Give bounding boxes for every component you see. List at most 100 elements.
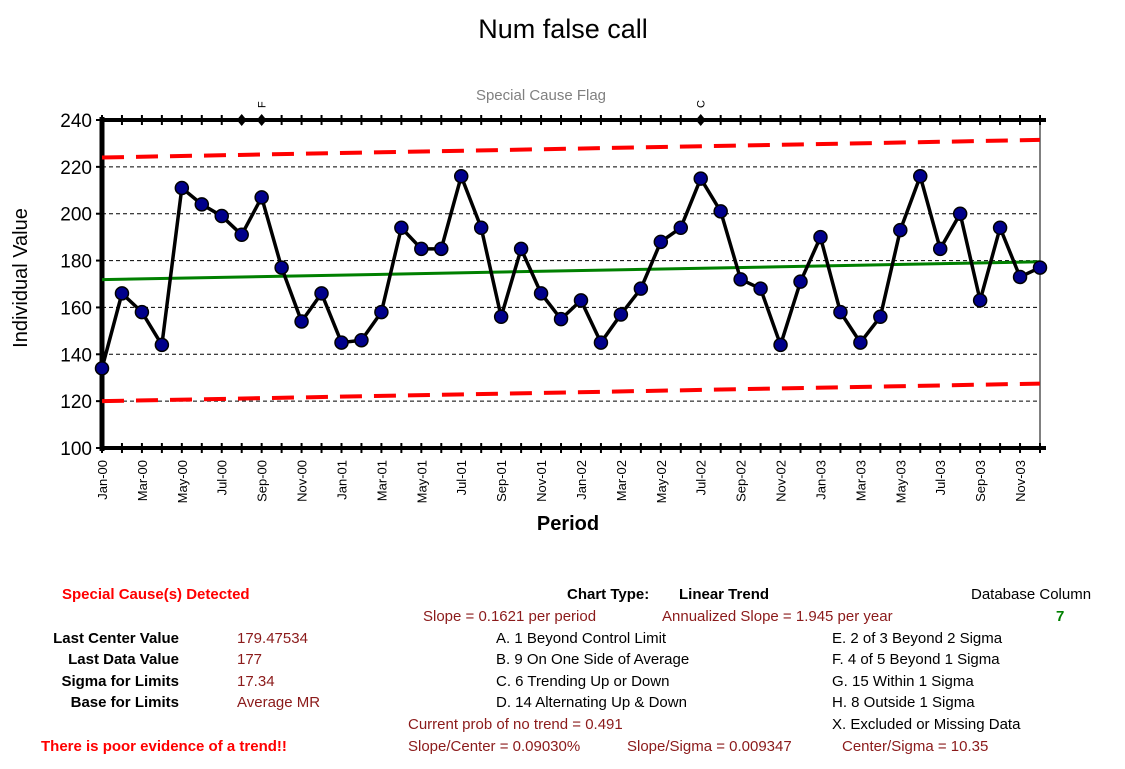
data-point (114, 286, 130, 301)
slope-center-text: Slope/Center = 0.09030% (408, 738, 581, 755)
x-tick-label: Jul-02 (694, 460, 709, 495)
data-point (473, 220, 489, 236)
x-tick-label: Jan-00 (95, 460, 110, 500)
chart-type-label: Chart Type: (567, 586, 650, 603)
x-tick-label: Nov-01 (534, 460, 549, 502)
data-point (134, 304, 150, 320)
x-tick-label: Mar-00 (135, 460, 150, 501)
y-tick-label: 240 (60, 111, 92, 132)
x-tick-label: Mar-02 (614, 460, 629, 501)
data-point (254, 190, 269, 205)
sigma-label: Sigma for Limits (61, 673, 179, 690)
x-tick-label: Sep-02 (734, 460, 749, 502)
y-tick-label: 120 (60, 392, 92, 413)
data-point (713, 204, 728, 219)
special-cause-flag-marker (236, 114, 247, 126)
trend-warning: There is poor evidence of a trend!! (41, 738, 287, 755)
x-tick-label: Jul-03 (933, 460, 948, 495)
rule-h: H. 8 Outside 1 Sigma (832, 694, 975, 711)
database-column-label: Database Column (971, 586, 1092, 603)
special-cause-flag-label: F (257, 101, 269, 108)
data-point (793, 274, 808, 289)
data-point (374, 304, 389, 320)
x-axis-label: Period (537, 513, 599, 535)
last-center-label: Last Center Value (53, 630, 179, 647)
rule-x: X. Excluded or Missing Data (832, 716, 1021, 733)
data-point (1032, 260, 1048, 275)
x-tick-label: May-03 (893, 460, 908, 503)
base-value: Average MR (237, 694, 321, 711)
rule-d: D. 14 Alternating Up & Down (496, 694, 687, 711)
data-point (434, 241, 449, 257)
x-tick-label: Jul-00 (215, 460, 230, 495)
x-tick-label: Sep-01 (494, 460, 509, 502)
data-point (952, 206, 968, 221)
data-point (94, 361, 110, 376)
x-tick-label: Mar-01 (374, 460, 389, 501)
data-point (294, 314, 309, 329)
rule-a: A. 1 Beyond Control Limit (496, 630, 667, 647)
upper-control-limit (101, 137, 1041, 160)
data-point (354, 332, 369, 348)
y-tick-label: 160 (60, 298, 92, 319)
annualized-slope-text: Annualized Slope = 1.945 per year (662, 608, 893, 625)
x-tick-label: May-01 (414, 460, 429, 503)
data-point (174, 180, 190, 196)
data-point (873, 309, 888, 325)
data-point (913, 168, 928, 184)
x-tick-label: May-00 (175, 460, 190, 503)
rule-e: E. 2 of 3 Beyond 2 Sigma (832, 630, 1003, 647)
x-tick-label: Jan-02 (574, 460, 589, 500)
data-point (813, 229, 828, 245)
last-data-value: 177 (237, 651, 263, 668)
y-tick-label: 200 (60, 205, 92, 226)
x-tick-label: Jul-01 (454, 460, 469, 495)
special-cause-flag-label: Special Cause Flag (476, 87, 606, 104)
data-point (154, 337, 170, 353)
slope-text: Slope = 0.1621 per period (423, 608, 597, 625)
last-data-label: Last Data Value (68, 651, 179, 668)
data-point (453, 168, 469, 184)
rule-c: C. 6 Trending Up or Down (496, 673, 670, 690)
data-point (274, 260, 289, 275)
x-tick-label: Sep-03 (973, 460, 988, 502)
data-point (214, 208, 229, 224)
data-point (773, 337, 788, 353)
chart-type-value: Linear Trend (679, 586, 770, 603)
data-point (733, 272, 748, 287)
x-tick-label: May-02 (654, 460, 669, 503)
rule-b: B. 9 On One Side of Average (496, 651, 690, 668)
x-tick-label: Nov-00 (295, 460, 310, 502)
base-label: Base for Limits (70, 694, 179, 711)
y-tick-label: 180 (60, 252, 92, 273)
x-tick-label: Nov-03 (1013, 460, 1028, 502)
x-tick-label: Sep-00 (255, 460, 270, 502)
data-point (932, 241, 948, 257)
data-point (414, 241, 429, 257)
data-point (633, 281, 649, 296)
data-point (314, 286, 329, 301)
data-point (992, 220, 1008, 236)
y-tick-label: 100 (60, 439, 92, 460)
special-cause-flag-marker (256, 114, 267, 126)
sigma-value: 17.34 (237, 673, 275, 690)
y-tick-label: 140 (60, 345, 92, 366)
lower-control-limit (101, 381, 1041, 404)
database-column-value: 7 (1056, 608, 1065, 625)
plot-area: 100 120 140 160 180 200 220 240 Jan-00 Mar-00 May-… (60, 100, 1048, 503)
data-point (833, 304, 848, 320)
y-tick-label: 220 (60, 158, 92, 179)
data-point (334, 335, 349, 350)
data-point (853, 335, 868, 350)
data-point (593, 335, 609, 350)
data-point (533, 286, 549, 301)
data-series-line (100, 174, 1041, 369)
data-point (573, 293, 589, 308)
center-sigma-text: Center/Sigma = 10.35 (842, 738, 989, 755)
special-causes-label: Special Cause(s) Detected (62, 586, 250, 603)
x-tick-label: Nov-02 (774, 460, 789, 502)
x-tick-label: Mar-03 (853, 460, 868, 501)
data-point (972, 293, 988, 308)
data-point (234, 227, 249, 243)
data-point (673, 220, 689, 236)
